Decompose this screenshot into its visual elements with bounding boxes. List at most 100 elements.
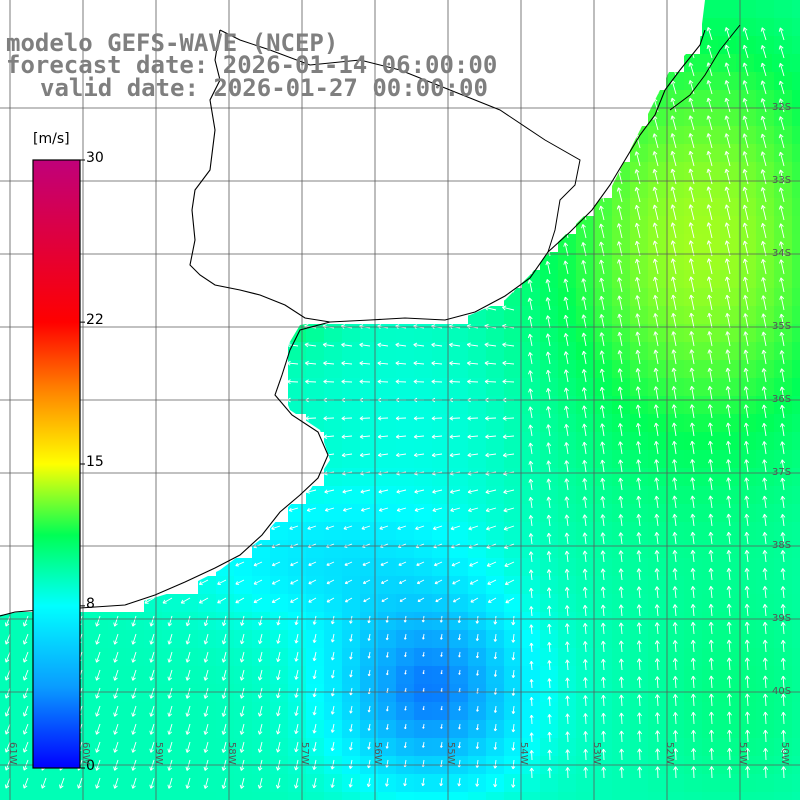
wind-arrow: [655, 748, 661, 761]
wind-arrow: [527, 315, 533, 329]
wind-arrow: [616, 223, 623, 239]
wind-arrow: [670, 204, 677, 221]
wind-arrow: [706, 44, 713, 59]
wind-arrow: [744, 711, 750, 725]
wind-arrow: [744, 550, 750, 563]
wind-arrow: [583, 659, 588, 671]
wind-arrow: [563, 314, 569, 329]
wind-arrow: [276, 723, 281, 735]
wind-arrow: [654, 550, 660, 563]
wind-arrow: [308, 561, 317, 567]
wind-arrow: [600, 477, 606, 491]
wind-arrow: [4, 633, 11, 645]
wind-arrow: [271, 561, 281, 567]
wind-arrow: [762, 477, 768, 491]
wind-arrow: [761, 295, 767, 311]
wind-arrow: [780, 604, 786, 617]
wind-arrow: [652, 151, 659, 167]
wind-arrow: [690, 495, 696, 509]
wind-arrow: [780, 657, 786, 671]
wind-arrow: [690, 657, 696, 671]
wind-arrow: [377, 361, 389, 366]
wind-arrow: [113, 669, 119, 681]
wind-arrow: [131, 777, 137, 789]
wind-arrow: [744, 657, 750, 671]
wind-arrow: [367, 723, 371, 731]
wind-arrow: [600, 568, 606, 581]
wind-arrow: [706, 80, 713, 95]
latitude-label: 34S: [772, 248, 792, 259]
wind-arrow: [637, 766, 643, 779]
wind-arrow: [308, 579, 317, 585]
wind-arrow: [673, 766, 679, 779]
wind-arrow: [439, 777, 443, 787]
wind-arrow: [688, 258, 695, 275]
wind-arrow: [654, 477, 660, 491]
wind-arrow: [271, 525, 281, 531]
wind-arrow: [634, 151, 641, 167]
wind-arrow: [377, 416, 389, 421]
wind-arrow: [203, 633, 209, 645]
wind-arrow: [221, 651, 227, 663]
wind-arrow: [724, 62, 731, 77]
wind-arrow: [744, 531, 750, 545]
wind-arrow: [312, 615, 317, 625]
wind-arrow: [149, 615, 155, 627]
wind-arrow: [761, 349, 767, 365]
wind-arrow: [149, 687, 155, 699]
wind-arrow: [744, 477, 750, 491]
wind-arrow: [635, 404, 641, 419]
wind-arrow: [326, 579, 335, 585]
wind-arrow: [688, 97, 695, 113]
wind-arrow: [653, 404, 659, 419]
wind-arrow: [583, 677, 588, 689]
wind-arrow: [527, 352, 533, 365]
wind-arrow: [485, 416, 497, 421]
wind-arrow: [760, 62, 767, 77]
wind-arrow: [239, 651, 245, 663]
colorbar-gradient: [32, 159, 81, 769]
wind-arrow: [288, 507, 299, 512]
wind-arrow: [670, 133, 677, 149]
wind-arrow: [565, 767, 570, 779]
wind-arrow: [221, 615, 227, 627]
latitude-label: 33S: [772, 175, 792, 186]
wind-arrow: [690, 621, 696, 635]
wind-arrow: [743, 331, 749, 347]
wind-arrow: [652, 204, 659, 221]
wind-arrow: [726, 477, 732, 491]
wind-arrow: [691, 766, 697, 779]
wind-arrow: [564, 405, 569, 419]
wind-arrow: [458, 723, 461, 730]
wind-arrow: [4, 705, 11, 717]
wind-arrow: [708, 585, 714, 599]
wind-arrow: [432, 507, 443, 512]
wind-arrow: [545, 279, 551, 293]
wind-arrow: [581, 296, 587, 311]
wind-arrow: [655, 766, 661, 779]
wind-arrow: [504, 579, 515, 586]
wind-arrow: [601, 748, 606, 761]
wind-arrow: [726, 603, 732, 617]
wind-arrow: [673, 748, 679, 761]
wind-arrow: [618, 568, 624, 581]
wind-arrow: [131, 741, 137, 753]
wind-arrow: [688, 276, 695, 293]
wind-arrow: [724, 258, 731, 275]
wind-arrow: [725, 313, 731, 329]
wind-arrow: [706, 186, 713, 203]
wind-arrow: [654, 441, 659, 455]
wind-arrow: [724, 168, 731, 185]
wind-arrow: [185, 723, 191, 735]
wind-arrow: [330, 777, 335, 788]
wind-arrow: [707, 422, 713, 437]
wind-arrow: [780, 423, 785, 437]
wind-arrow: [198, 579, 209, 586]
wind-arrow: [636, 568, 642, 581]
wind-arrow: [493, 777, 498, 788]
wind-arrow: [708, 568, 714, 581]
wind-arrow: [742, 151, 749, 167]
wind-arrow: [565, 677, 570, 689]
wind-arrow: [688, 133, 695, 149]
wind-arrow: [221, 687, 227, 699]
